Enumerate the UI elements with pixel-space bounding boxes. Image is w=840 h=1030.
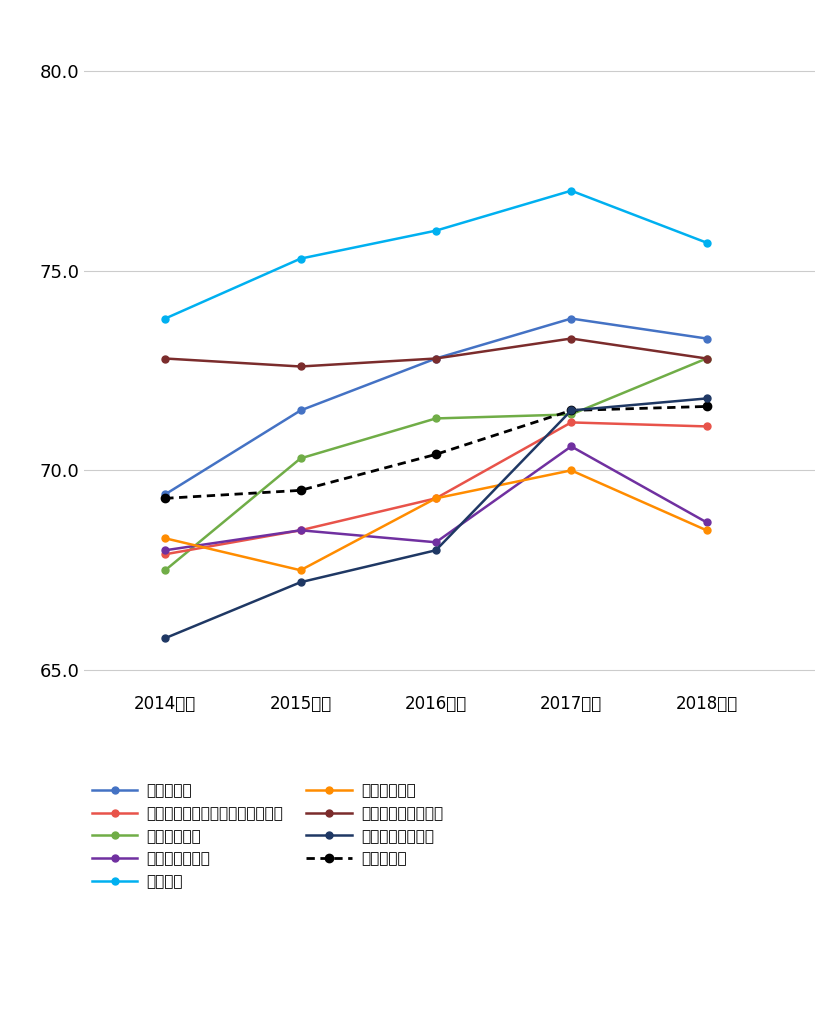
生活用品店／ホームセンター平均 bbox=[566, 416, 576, 428]
Line: 全業種平均: 全業種平均 bbox=[161, 403, 711, 503]
生活用品店／ホームセンター平均 bbox=[701, 420, 711, 433]
百貨店平均 bbox=[701, 333, 711, 345]
教育サービス平均 bbox=[566, 404, 576, 416]
国内長距離交通平均 bbox=[160, 352, 171, 365]
全業種平均 bbox=[566, 404, 576, 416]
旅行平均 bbox=[160, 312, 171, 324]
教育サービス平均 bbox=[160, 632, 171, 645]
教育サービス平均 bbox=[431, 544, 441, 556]
衣料品店平均 bbox=[701, 352, 711, 365]
衣料品店平均 bbox=[566, 408, 576, 420]
旅行平均 bbox=[566, 184, 576, 197]
各種専門店平均 bbox=[296, 524, 306, 537]
旅行平均 bbox=[296, 252, 306, 265]
Line: 各種専門店平均: 各種専門店平均 bbox=[162, 443, 710, 554]
全業種平均 bbox=[701, 401, 711, 413]
各種専門店平均 bbox=[431, 536, 441, 548]
国際航空平均 bbox=[160, 533, 171, 545]
各種専門店平均 bbox=[566, 440, 576, 452]
全業種平均 bbox=[160, 492, 171, 505]
生活用品店／ホームセンター平均 bbox=[160, 548, 171, 560]
Line: 衣料品店平均: 衣料品店平均 bbox=[162, 355, 710, 574]
国内長距離交通平均 bbox=[566, 333, 576, 345]
旅行平均 bbox=[701, 237, 711, 249]
衣料品店平均 bbox=[160, 564, 171, 577]
Line: 生活用品店／ホームセンター平均: 生活用品店／ホームセンター平均 bbox=[162, 419, 710, 557]
百貨店平均 bbox=[566, 312, 576, 324]
衣料品店平均 bbox=[431, 412, 441, 424]
百貨店平均 bbox=[431, 352, 441, 365]
Line: 百貨店平均: 百貨店平均 bbox=[162, 315, 710, 497]
全業種平均 bbox=[296, 484, 306, 496]
教育サービス平均 bbox=[701, 392, 711, 405]
Line: 旅行平均: 旅行平均 bbox=[162, 187, 710, 322]
国際航空平均 bbox=[701, 524, 711, 537]
Line: 国内長距離交通平均: 国内長距離交通平均 bbox=[162, 335, 710, 370]
各種専門店平均 bbox=[701, 516, 711, 528]
国内長距離交通平均 bbox=[701, 352, 711, 365]
国内長距離交通平均 bbox=[296, 360, 306, 373]
衣料品店平均 bbox=[296, 452, 306, 465]
生活用品店／ホームセンター平均 bbox=[431, 492, 441, 505]
教育サービス平均 bbox=[296, 576, 306, 588]
各種専門店平均 bbox=[160, 544, 171, 556]
全業種平均 bbox=[431, 448, 441, 460]
旅行平均 bbox=[431, 225, 441, 237]
Line: 教育サービス平均: 教育サービス平均 bbox=[162, 394, 710, 642]
国際航空平均 bbox=[296, 564, 306, 577]
生活用品店／ホームセンター平均 bbox=[296, 524, 306, 537]
Line: 国際航空平均: 国際航空平均 bbox=[162, 467, 710, 574]
百貨店平均 bbox=[160, 488, 171, 501]
国際航空平均 bbox=[566, 465, 576, 477]
国内長距離交通平均 bbox=[431, 352, 441, 365]
Legend: 百貨店平均, 生活用品店／ホームセンター平均, 衣料品店平均, 各種専門店平均, 旅行平均, 国際航空平均, 国内長距離交通平均, 教育サービス平均, 全業種平: 百貨店平均, 生活用品店／ホームセンター平均, 衣料品店平均, 各種専門店平均,… bbox=[92, 784, 444, 889]
百貨店平均 bbox=[296, 404, 306, 416]
国際航空平均 bbox=[431, 492, 441, 505]
